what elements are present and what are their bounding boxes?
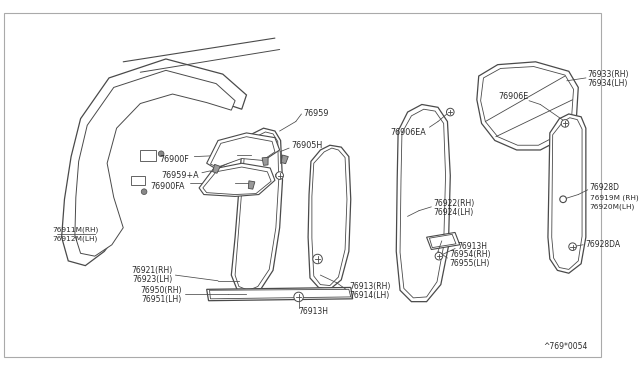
Polygon shape [400, 109, 445, 298]
Circle shape [561, 120, 569, 127]
Polygon shape [235, 132, 278, 290]
Polygon shape [396, 105, 451, 302]
Circle shape [275, 173, 280, 178]
Circle shape [141, 189, 147, 195]
Text: 76905H: 76905H [291, 141, 323, 150]
Text: 76955(LH): 76955(LH) [449, 259, 490, 268]
Text: 76912M(LH): 76912M(LH) [52, 236, 97, 242]
Text: 76911M(RH): 76911M(RH) [52, 226, 99, 233]
Polygon shape [207, 288, 353, 301]
Text: ^769*0054: ^769*0054 [543, 342, 588, 351]
Polygon shape [131, 176, 145, 185]
Polygon shape [231, 128, 282, 294]
Text: 76950(RH): 76950(RH) [141, 286, 182, 295]
Text: 76900FA: 76900FA [150, 182, 185, 190]
Text: 76906EA: 76906EA [391, 128, 427, 137]
Circle shape [560, 196, 566, 203]
Polygon shape [61, 59, 246, 266]
Text: 76906E: 76906E [499, 92, 529, 102]
Polygon shape [207, 133, 280, 169]
Text: 76922(RH): 76922(RH) [433, 199, 474, 208]
Polygon shape [308, 145, 351, 289]
Text: 76900F: 76900F [160, 155, 189, 164]
Circle shape [447, 108, 454, 116]
Polygon shape [199, 163, 275, 196]
Circle shape [313, 254, 323, 264]
Text: 76934(LH): 76934(LH) [588, 79, 628, 88]
Polygon shape [75, 70, 235, 256]
Text: 76913(RH): 76913(RH) [349, 282, 390, 291]
Circle shape [435, 252, 443, 260]
Text: 76959: 76959 [303, 109, 329, 118]
Polygon shape [212, 164, 220, 173]
Text: 76924(LH): 76924(LH) [433, 208, 474, 217]
Text: 76920M(LH): 76920M(LH) [589, 203, 635, 210]
Polygon shape [429, 234, 456, 248]
Polygon shape [312, 148, 347, 286]
Polygon shape [281, 155, 288, 164]
Polygon shape [477, 62, 579, 150]
Text: 76913H: 76913H [457, 242, 487, 251]
Polygon shape [427, 232, 460, 250]
Text: 76954(RH): 76954(RH) [449, 250, 491, 259]
Circle shape [276, 172, 284, 179]
Text: 76928D: 76928D [589, 183, 620, 192]
Polygon shape [140, 150, 156, 161]
Polygon shape [262, 157, 268, 165]
Polygon shape [552, 118, 582, 269]
Text: 76913H: 76913H [299, 307, 328, 315]
Circle shape [294, 292, 303, 302]
Circle shape [569, 243, 577, 250]
Text: 76951(LH): 76951(LH) [142, 295, 182, 304]
Polygon shape [203, 167, 271, 195]
Polygon shape [481, 67, 573, 145]
Polygon shape [209, 289, 351, 299]
Text: 76928DA: 76928DA [585, 240, 620, 249]
Polygon shape [548, 114, 586, 273]
Text: 76914(LH): 76914(LH) [349, 292, 389, 301]
Text: 76921(RH): 76921(RH) [131, 266, 173, 275]
Polygon shape [211, 137, 275, 167]
Polygon shape [248, 181, 255, 189]
Circle shape [158, 151, 164, 157]
Text: 76919M (RH): 76919M (RH) [589, 194, 638, 201]
Text: 76923(LH): 76923(LH) [132, 275, 173, 284]
Text: 76959+A: 76959+A [161, 171, 199, 180]
Text: 76933(RH): 76933(RH) [588, 70, 629, 78]
